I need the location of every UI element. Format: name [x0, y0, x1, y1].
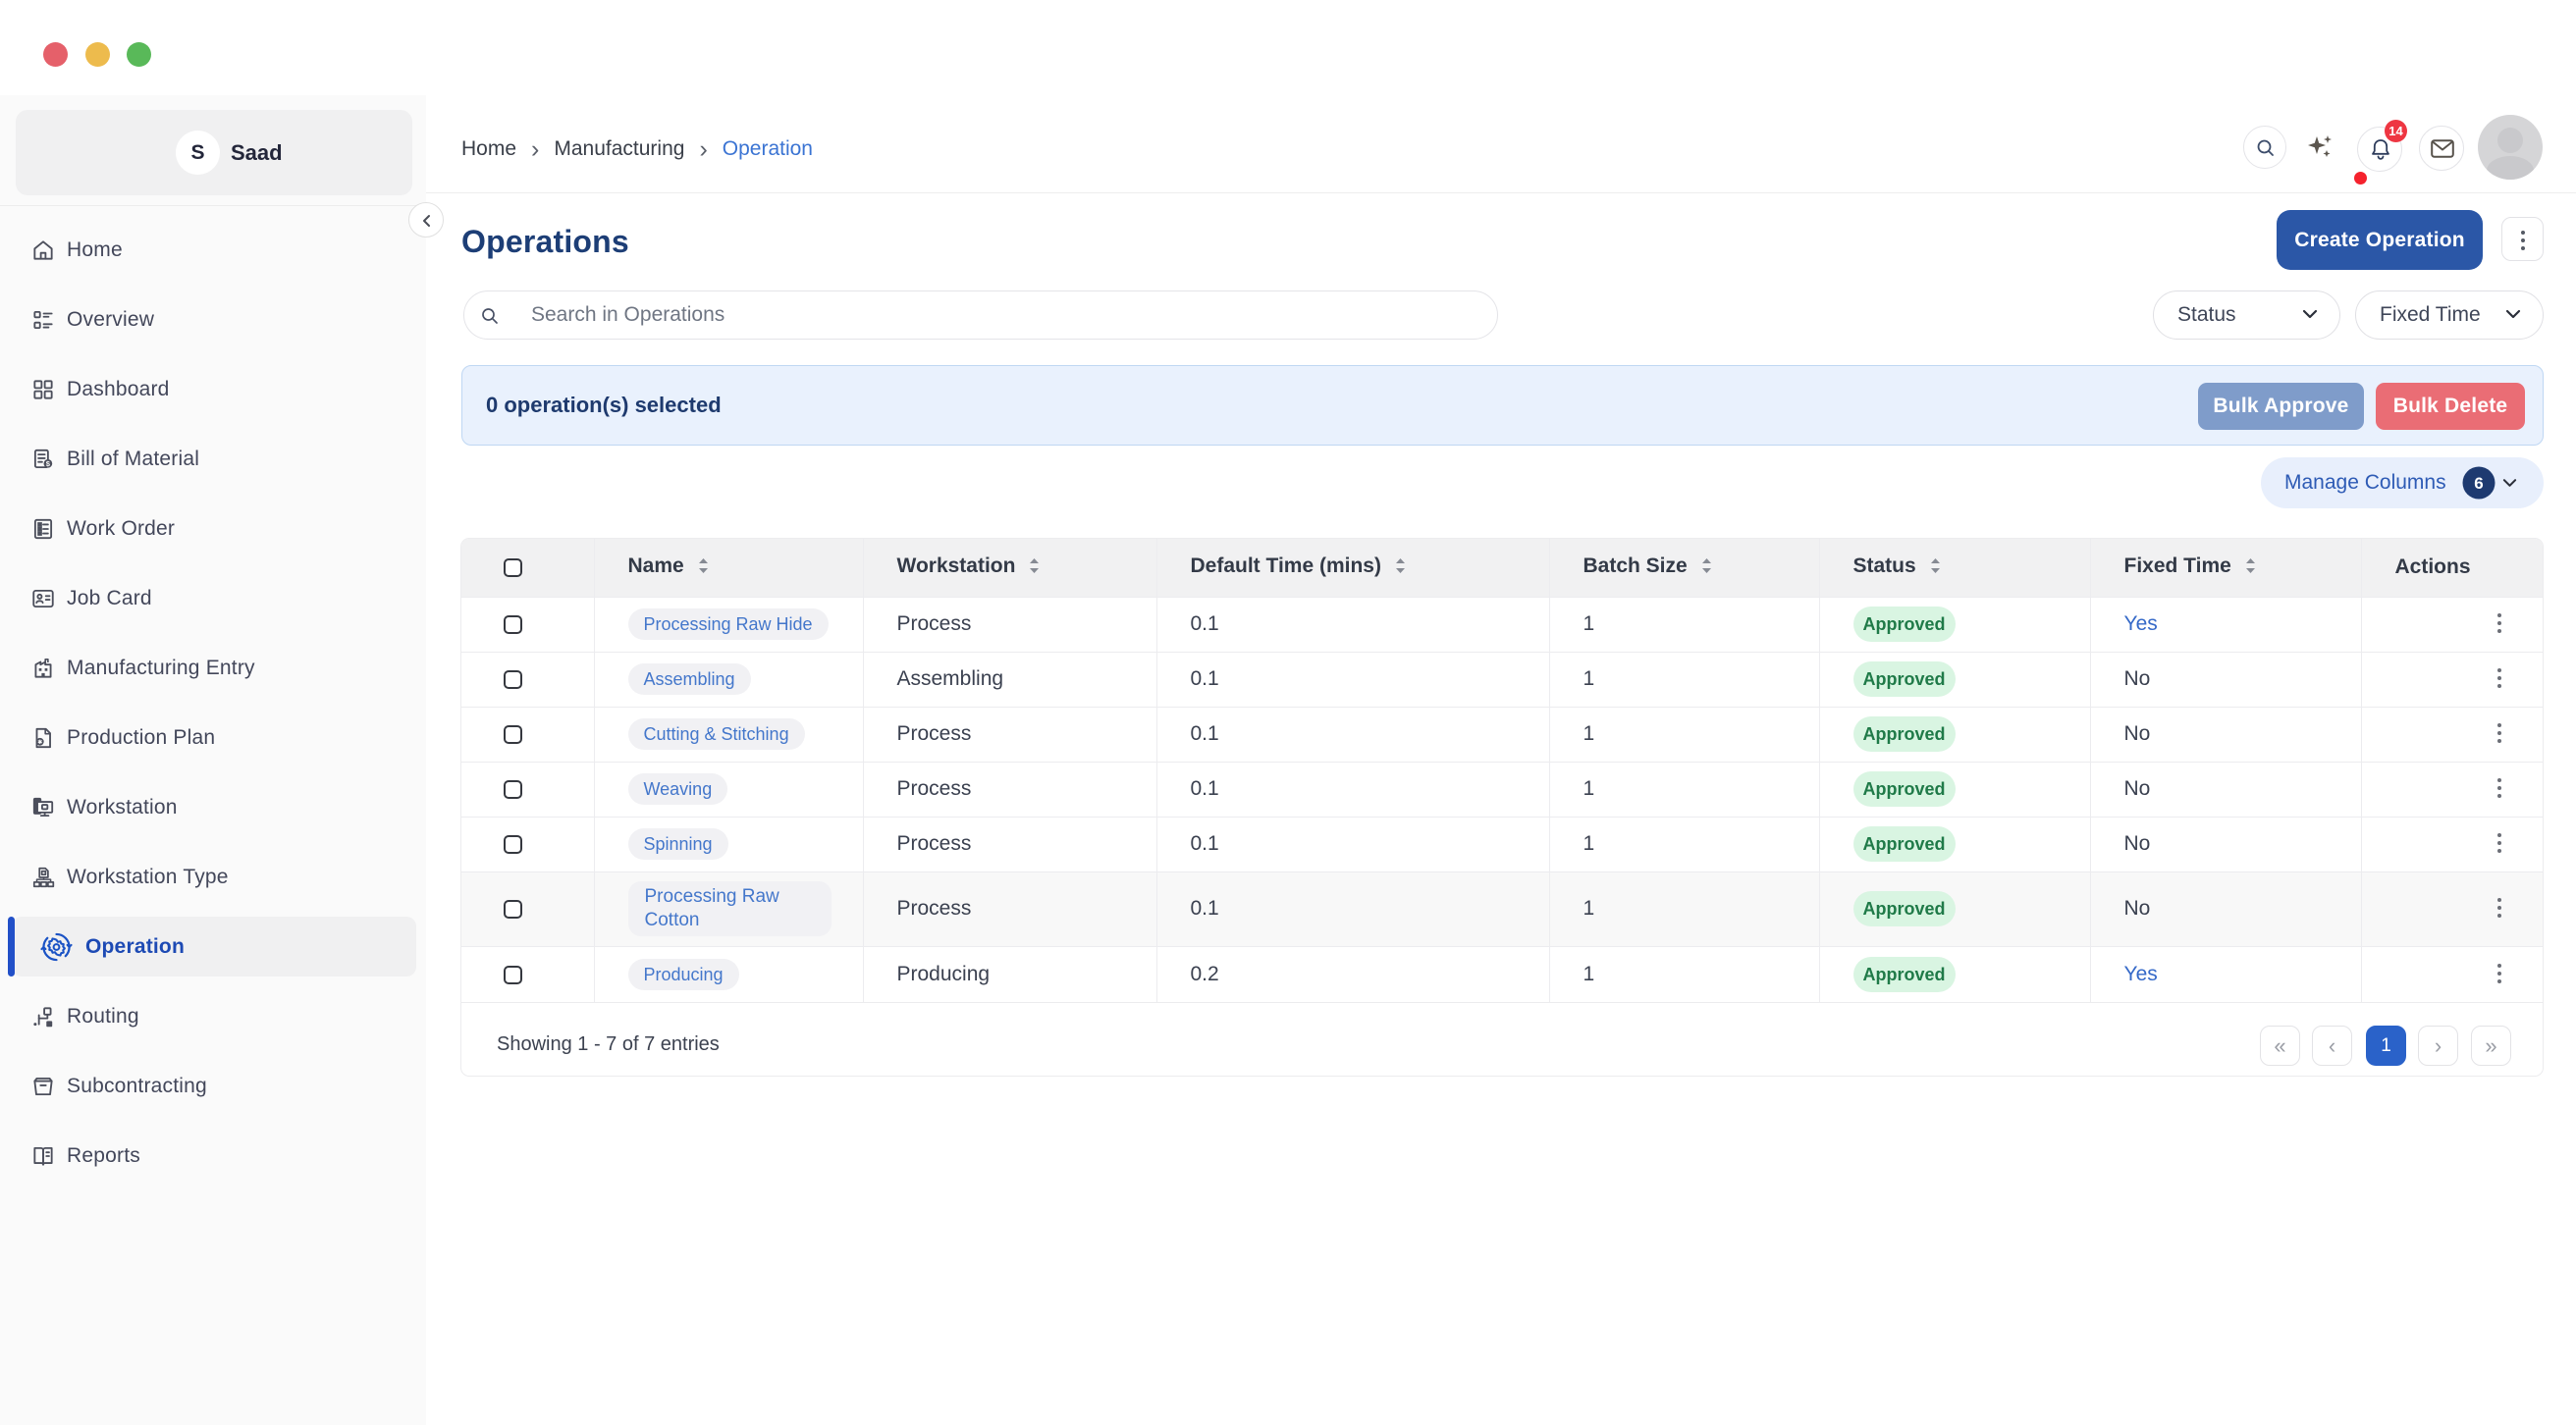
svg-text:$: $	[46, 459, 51, 468]
svg-text:6: 6	[2474, 474, 2483, 493]
svg-text:14: 14	[2388, 124, 2403, 138]
